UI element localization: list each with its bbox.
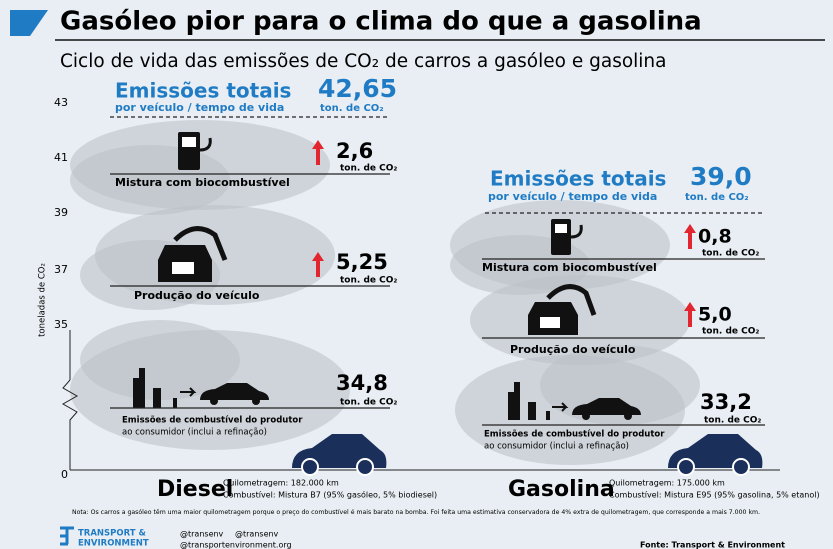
segment-unit: ton. de CO₂ <box>704 416 761 426</box>
total-value: 39,0 <box>690 162 752 191</box>
source: Fonte: Transport & Environment <box>640 541 785 549</box>
title-mark <box>10 10 48 36</box>
segment-value: 2,6 <box>336 139 373 163</box>
total-unit: ton. de CO₂ <box>685 192 749 203</box>
segment-value: 0,8 <box>698 226 732 248</box>
axis-tick: 43 <box>54 96 68 109</box>
axis-tick: 41 <box>54 151 68 164</box>
segment-value: 34,8 <box>336 371 388 395</box>
footer: TRANSPORT & ENVIRONMENT @transenv @trans… <box>60 528 785 549</box>
segment-value: 5,0 <box>698 304 732 326</box>
segment-unit: ton. de CO₂ <box>340 398 397 408</box>
mileage: Quilometragem: 182.000 km <box>223 479 339 488</box>
column-name: Diesel <box>157 477 233 502</box>
total-unit: ton. de CO₂ <box>320 103 384 114</box>
axis-tick: 35 <box>54 318 68 331</box>
total-value: 42,65 <box>318 74 397 103</box>
segment-label: Produção do veículo <box>134 289 260 302</box>
segment-label: ao consumidor (inclui a refinação) <box>484 442 629 452</box>
fuel: Combustível: Mistura E95 (95% gasolina, … <box>609 491 820 500</box>
column-name: Gasolina <box>508 477 615 502</box>
infographic: Gasóleo pior para o clima do que a gasol… <box>0 0 833 549</box>
total-subheading: por veículo / tempo de vida <box>115 101 284 114</box>
segment-unit: ton. de CO₂ <box>340 164 397 174</box>
subtitle: Ciclo de vida das emissões de CO₂ de car… <box>60 51 667 72</box>
segment-label: Mistura com biocombustível <box>115 176 290 189</box>
segment-unit: ton. de CO₂ <box>702 327 759 337</box>
segment-label: Mistura com biocombustível <box>482 261 657 274</box>
segment-value: 5,25 <box>336 250 388 274</box>
segment-label: Emissões de combustível do produtor <box>484 430 665 440</box>
website[interactable]: @transportenvironment.org <box>180 541 292 549</box>
logo: TRANSPORT & <box>78 529 147 539</box>
note: Nota: Os carros a gasóleo têm uma maior … <box>72 508 760 516</box>
mileage: Quilometragem: 175.000 km <box>609 479 725 488</box>
axis-label: toneladas de CO₂ <box>38 263 48 337</box>
segment-label: Emissões de combustível do produtor <box>122 416 303 426</box>
segment-unit: ton. de CO₂ <box>340 276 397 286</box>
segment-label: ao consumidor (inclui a refinação) <box>122 428 267 438</box>
segment-unit: ton. de CO₂ <box>702 249 759 259</box>
axis-tick: 0 <box>61 468 68 481</box>
facebook[interactable]: @transenv <box>235 530 279 539</box>
total-heading: Emissões totais <box>490 167 666 191</box>
logo: ENVIRONMENT <box>78 539 149 549</box>
segment-label: Produção do veículo <box>510 343 636 356</box>
axis-tick: 39 <box>54 206 68 219</box>
twitter[interactable]: @transenv <box>180 530 224 539</box>
total-heading: Emissões totais <box>115 79 291 103</box>
total-subheading: por veículo / tempo de vida <box>488 190 657 203</box>
title: Gasóleo pior para o clima do que a gasol… <box>60 7 702 37</box>
fuel: Combustível: Mistura B7 (95% gasóleo, 5%… <box>223 490 437 500</box>
segment-value: 33,2 <box>700 390 752 414</box>
axis-tick: 37 <box>54 263 68 276</box>
